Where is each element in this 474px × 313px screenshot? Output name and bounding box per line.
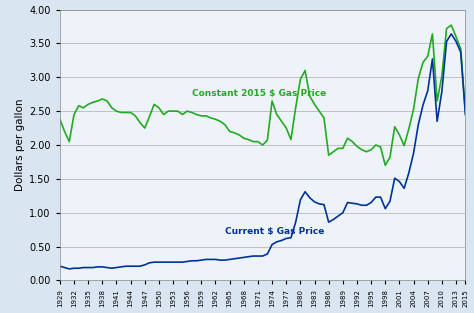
Current $ Gas Price xyxy=(231,257,237,261)
Text: Constant 2015 $ Gas Price: Constant 2015 $ Gas Price xyxy=(192,89,326,98)
Current $ Gas Price xyxy=(151,260,157,264)
Constant 2015 $ Gas Price xyxy=(227,130,232,133)
Constant 2015 $ Gas Price xyxy=(392,125,398,129)
Current $ Gas Price xyxy=(128,264,134,268)
Constant 2015 $ Gas Price xyxy=(175,109,181,113)
Current $ Gas Price xyxy=(66,267,72,271)
Line: Current $ Gas Price: Current $ Gas Price xyxy=(60,34,465,269)
Constant 2015 $ Gas Price xyxy=(57,117,63,121)
Constant 2015 $ Gas Price xyxy=(123,110,129,114)
Current $ Gas Price xyxy=(264,252,270,256)
Constant 2015 $ Gas Price xyxy=(383,163,388,167)
Constant 2015 $ Gas Price xyxy=(448,23,454,27)
Y-axis label: Dollars per gallon: Dollars per gallon xyxy=(15,99,25,191)
Current $ Gas Price xyxy=(57,264,63,268)
Line: Constant 2015 $ Gas Price: Constant 2015 $ Gas Price xyxy=(60,25,465,165)
Constant 2015 $ Gas Price xyxy=(146,115,152,118)
Current $ Gas Price xyxy=(463,113,468,116)
Current $ Gas Price xyxy=(448,32,454,36)
Constant 2015 $ Gas Price xyxy=(463,113,468,116)
Constant 2015 $ Gas Price xyxy=(260,143,265,147)
Current $ Gas Price xyxy=(392,176,398,180)
Text: Current $ Gas Price: Current $ Gas Price xyxy=(225,227,324,236)
Current $ Gas Price xyxy=(180,260,185,264)
